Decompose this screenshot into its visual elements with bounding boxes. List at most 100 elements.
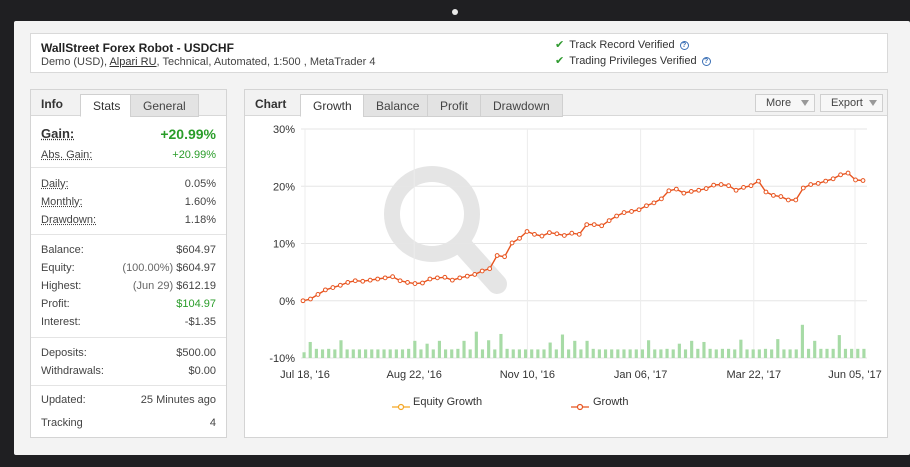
tab-general[interactable]: General [130,94,199,117]
growth-point[interactable] [479,268,485,274]
growth-point[interactable] [547,230,552,236]
growth-point[interactable] [748,183,754,189]
abs-gain-label[interactable]: Abs. Gain: [41,149,93,161]
growth-point[interactable] [845,170,851,176]
drawdown-label[interactable]: Drawdown: [41,214,97,226]
growth-point[interactable] [763,189,769,195]
growth-point[interactable] [517,235,522,241]
daily-label[interactable]: Daily: [41,178,69,190]
growth-point[interactable] [427,276,433,282]
growth-point[interactable] [793,197,799,203]
monthly-value: 1.60% [184,196,216,208]
growth-point[interactable] [382,275,388,281]
help-icon[interactable]: ? [701,57,711,66]
growth-point[interactable] [621,210,627,215]
growth-point[interactable] [800,185,806,191]
growth-point[interactable] [576,231,582,237]
growth-point[interactable] [673,186,679,192]
monthly-label[interactable]: Monthly: [41,196,83,208]
tab-profit[interactable]: Profit [427,94,482,117]
growth-point[interactable] [651,200,657,206]
growth-point[interactable] [337,282,343,288]
growth-point[interactable] [367,277,373,283]
growth-point[interactable] [315,292,321,297]
growth-point[interactable] [472,272,478,277]
growth-point[interactable] [696,187,702,193]
growth-point[interactable] [659,196,664,202]
growth-point[interactable] [718,182,724,187]
growth-point[interactable] [860,178,866,183]
growth-point[interactable] [405,280,410,285]
growth-point[interactable] [300,298,306,304]
tab-growth[interactable]: Growth [300,94,365,117]
growth-point[interactable] [823,178,829,184]
growth-point[interactable] [457,275,463,281]
growth-point[interactable] [733,187,739,193]
growth-point[interactable] [771,193,776,198]
growth-point[interactable] [397,278,403,284]
track-record-verified: ✔ Track Record Verified? [555,38,689,51]
growth-point[interactable] [853,177,858,183]
growth-point[interactable] [644,203,649,209]
legend-equity-growth[interactable]: Equity Growth [413,396,483,408]
growth-point[interactable] [494,253,500,258]
growth-point[interactable] [502,254,508,260]
growth-point[interactable] [390,274,396,280]
growth-point[interactable] [554,231,560,237]
growth-point[interactable] [756,178,761,184]
tab-balance[interactable]: Balance [363,94,433,117]
growth-point[interactable] [561,233,567,238]
growth-point[interactable] [629,209,634,214]
growth-point[interactable] [509,240,515,246]
growth-point[interactable] [815,180,821,186]
growth-point[interactable] [308,296,313,302]
highest-label: Highest: [41,280,82,292]
growth-point[interactable] [688,189,694,194]
tab-drawdown[interactable]: Drawdown [480,94,563,117]
growth-point[interactable] [330,285,336,290]
growth-point[interactable] [584,222,590,228]
growth-point[interactable] [487,266,493,272]
growth-point[interactable] [532,231,537,237]
growth-point[interactable] [360,278,366,284]
daily-bar [597,349,601,358]
growth-point[interactable] [449,277,455,283]
growth-point[interactable] [435,275,440,281]
growth-point[interactable] [412,281,418,286]
help-icon[interactable]: ? [679,41,689,50]
growth-point[interactable] [606,218,612,223]
tab-stats[interactable]: Stats [80,94,134,117]
growth-point[interactable] [591,222,597,228]
growth-point[interactable] [636,207,642,213]
broker-link[interactable]: Alpari RU [109,56,157,68]
growth-point[interactable] [352,278,358,284]
growth-point[interactable] [345,280,351,285]
x-tick-label: Jul 18, '16 [280,369,330,381]
growth-point[interactable] [741,184,746,190]
growth-point[interactable] [323,287,328,293]
gain-label[interactable]: Gain: [41,126,75,141]
growth-point[interactable] [599,223,605,229]
growth-point[interactable] [838,172,843,178]
growth-point[interactable] [703,186,709,191]
growth-point[interactable] [464,273,470,279]
growth-point[interactable] [681,190,687,196]
growth-point[interactable] [726,183,732,189]
growth-point[interactable] [442,274,448,280]
growth-point[interactable] [711,182,717,188]
export-dropdown[interactable]: Export [820,94,883,112]
growth-point[interactable] [614,213,620,219]
growth-point[interactable] [569,230,575,236]
growth-point[interactable] [666,188,672,194]
more-dropdown[interactable]: More [755,94,815,112]
growth-chart[interactable]: 30% 20% 10% 0% -10% Jul 18, '16 Aug 22, '16 No… [245,117,887,437]
growth-point[interactable] [785,197,791,203]
growth-point[interactable] [778,194,784,199]
growth-point[interactable] [830,176,836,182]
growth-point[interactable] [539,233,545,239]
growth-point[interactable] [524,229,530,234]
growth-point[interactable] [375,276,381,282]
growth-point[interactable] [420,280,425,286]
growth-point[interactable] [808,182,814,187]
legend-growth[interactable]: Growth [593,396,629,408]
